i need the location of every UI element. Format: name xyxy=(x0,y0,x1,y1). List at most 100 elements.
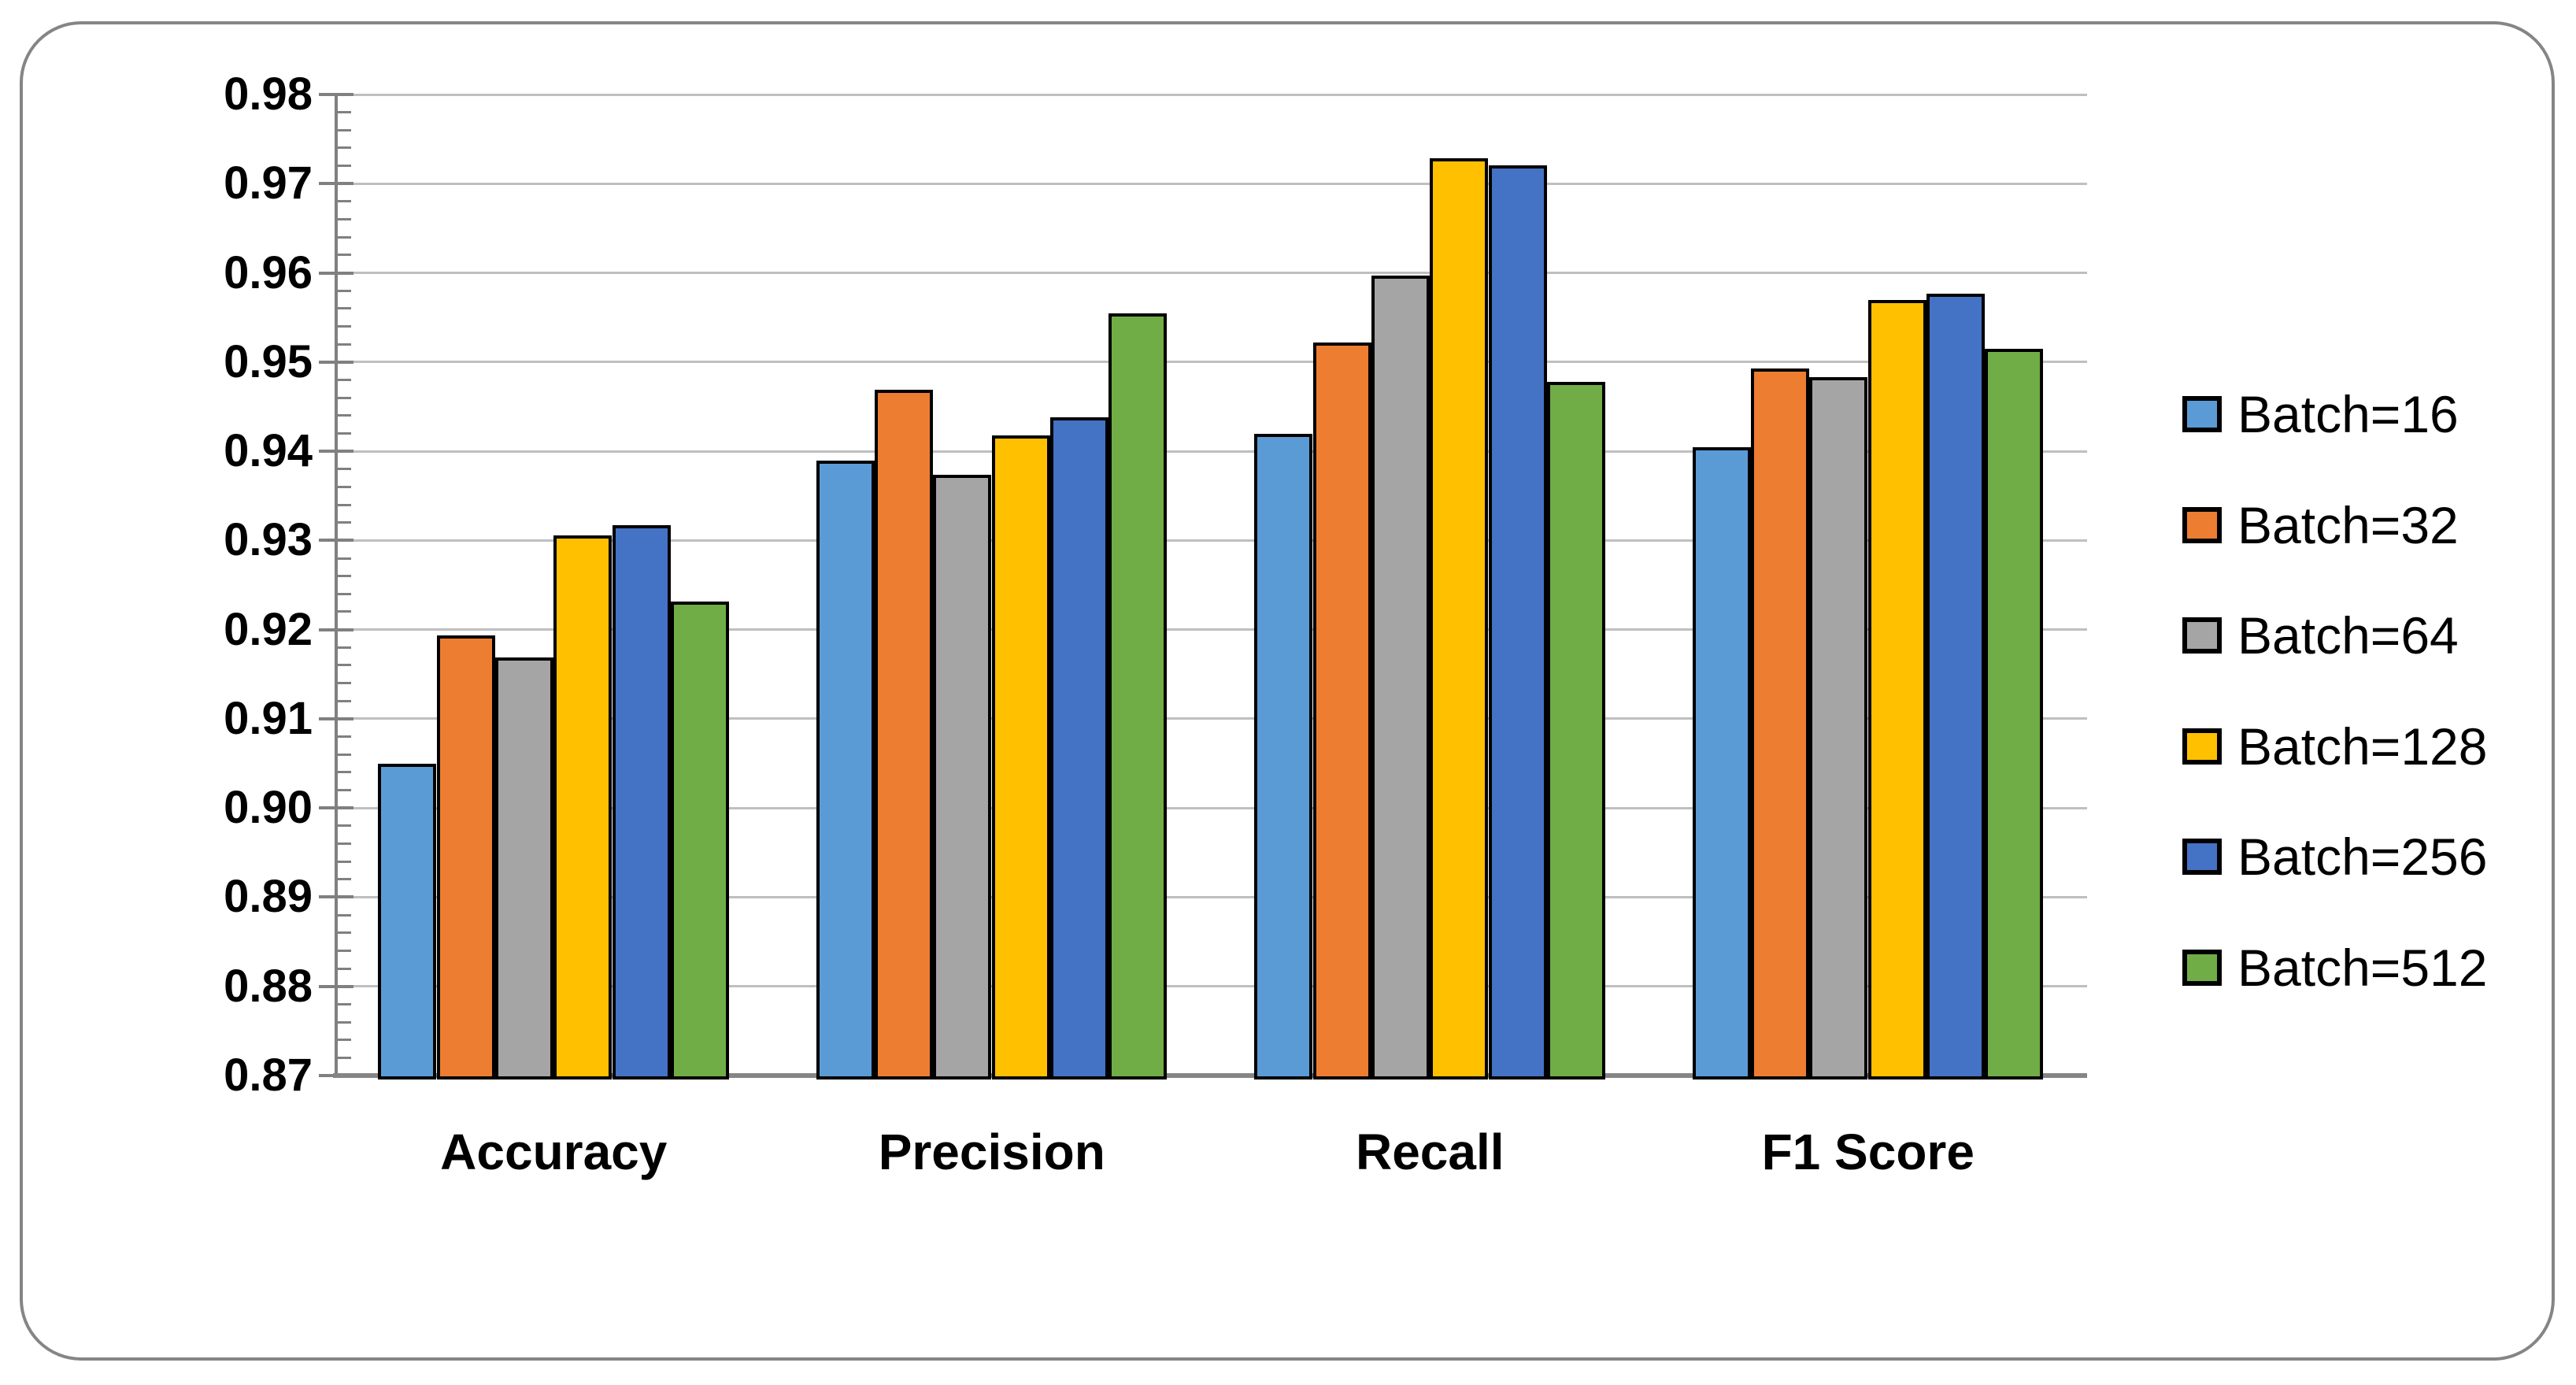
bar xyxy=(816,460,875,1079)
y-minor-tick xyxy=(338,200,351,203)
gridline xyxy=(335,539,2087,542)
bar xyxy=(1312,343,1371,1079)
bar xyxy=(991,435,1050,1079)
y-axis-label: 0.91 xyxy=(224,692,313,744)
bar xyxy=(1371,276,1430,1079)
y-minor-tick xyxy=(338,931,351,935)
y-axis-line xyxy=(335,94,338,1078)
y-minor-tick xyxy=(338,414,351,417)
y-minor-tick xyxy=(338,165,351,168)
y-axis-label: 0.96 xyxy=(224,246,313,298)
category-label: Recall xyxy=(1355,1124,1505,1180)
legend-swatch xyxy=(2182,839,2222,876)
legend-swatch xyxy=(2182,728,2222,765)
y-minor-tick xyxy=(338,396,351,399)
y-minor-tick xyxy=(338,128,351,131)
y-minor-tick xyxy=(338,842,351,845)
y-minor-tick xyxy=(338,1039,351,1042)
y-minor-tick xyxy=(338,878,351,881)
y-minor-tick xyxy=(338,1056,351,1059)
gridline xyxy=(335,182,2087,185)
bar xyxy=(1867,299,1926,1079)
y-minor-tick xyxy=(338,343,351,346)
legend-label: Batch=16 xyxy=(2237,385,2459,443)
y-minor-tick xyxy=(338,860,351,863)
gridline xyxy=(335,450,2087,453)
gridline xyxy=(335,895,2087,898)
y-minor-tick xyxy=(338,307,351,310)
legend-label: Batch=512 xyxy=(2237,939,2488,997)
legend-label: Batch=128 xyxy=(2237,717,2488,776)
y-minor-tick xyxy=(338,610,351,613)
y-minor-tick xyxy=(338,254,351,257)
bar xyxy=(1050,417,1109,1079)
legend-label: Batch=256 xyxy=(2237,828,2488,887)
y-minor-tick xyxy=(338,378,351,381)
y-minor-tick xyxy=(338,789,351,792)
category-label: F1 Score xyxy=(1761,1124,1975,1180)
y-minor-tick xyxy=(338,967,351,970)
bar xyxy=(378,763,437,1079)
gridline xyxy=(335,985,2087,988)
y-minor-tick xyxy=(338,468,351,471)
bar xyxy=(1985,349,2044,1079)
category-label: Precision xyxy=(878,1124,1105,1180)
bar xyxy=(1546,382,1605,1079)
y-axis-label: 0.87 xyxy=(224,1050,313,1101)
y-minor-tick xyxy=(338,913,351,917)
y-minor-tick xyxy=(338,485,351,488)
bar xyxy=(1430,157,1489,1079)
legend-swatch xyxy=(2182,617,2222,654)
y-minor-tick xyxy=(338,325,351,328)
y-axis-label: 0.93 xyxy=(224,514,313,566)
bar xyxy=(670,601,729,1079)
bar xyxy=(1488,165,1547,1079)
y-minor-tick xyxy=(338,735,351,739)
y-minor-tick xyxy=(338,771,351,774)
legend-label: Batch=64 xyxy=(2237,606,2459,665)
y-axis-label: 0.88 xyxy=(224,960,313,1012)
y-minor-tick xyxy=(338,521,351,524)
legend-swatch xyxy=(2182,506,2222,543)
bar xyxy=(612,525,671,1079)
y-minor-tick xyxy=(338,664,351,667)
y-minor-tick xyxy=(338,146,351,150)
bar xyxy=(436,635,495,1079)
category-label: Accuracy xyxy=(440,1124,668,1180)
y-minor-tick xyxy=(338,218,351,221)
bar xyxy=(1108,313,1168,1079)
legend-label: Batch=32 xyxy=(2237,495,2459,554)
legend-swatch xyxy=(2182,950,2222,986)
bar xyxy=(1692,446,1751,1079)
y-axis-label: 0.94 xyxy=(224,425,313,477)
y-minor-tick xyxy=(338,592,351,595)
bar xyxy=(494,657,553,1079)
x-axis-line xyxy=(333,1073,2087,1078)
gridline xyxy=(335,806,2087,809)
bar xyxy=(1751,368,1810,1079)
y-minor-tick xyxy=(338,682,351,685)
y-axis-label: 0.90 xyxy=(224,782,313,834)
bar xyxy=(1254,433,1313,1079)
y-minor-tick xyxy=(338,1020,351,1024)
y-minor-tick xyxy=(338,289,351,292)
legend-swatch xyxy=(2182,396,2222,432)
y-minor-tick xyxy=(338,646,351,649)
y-minor-tick xyxy=(338,753,351,756)
y-axis-label: 0.98 xyxy=(224,69,313,120)
gridline xyxy=(335,361,2087,364)
y-minor-tick xyxy=(338,503,351,506)
y-minor-tick xyxy=(338,824,351,828)
gridline xyxy=(335,717,2087,720)
y-minor-tick xyxy=(338,949,351,952)
y-axis-label: 0.89 xyxy=(224,871,313,923)
y-axis-label: 0.95 xyxy=(224,335,313,387)
y-minor-tick xyxy=(338,235,351,239)
y-minor-tick xyxy=(338,111,351,114)
y-minor-tick xyxy=(338,557,351,560)
bar xyxy=(933,474,992,1079)
gridline xyxy=(335,628,2087,631)
y-minor-tick xyxy=(338,1002,351,1005)
y-minor-tick xyxy=(338,699,351,702)
